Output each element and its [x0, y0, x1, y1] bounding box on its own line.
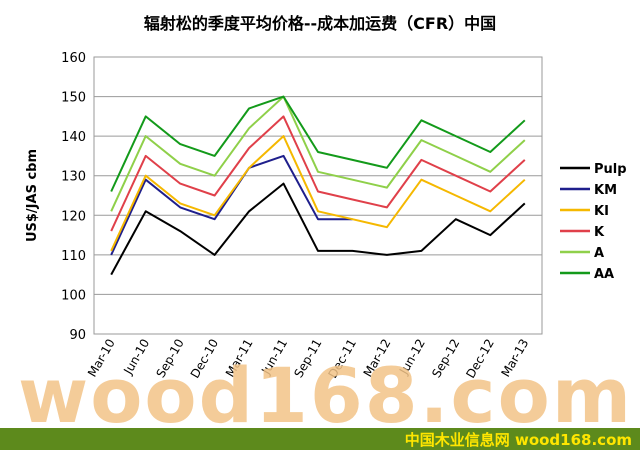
series-line-k [110, 115, 526, 232]
footer-bar: 中国木业信息网 wood168.com [0, 428, 640, 450]
y-axis-ticks: 90 100 110 120 130 140 150 160 [61, 51, 86, 343]
series-lines [110, 95, 526, 276]
y-tick-label: 110 [61, 249, 86, 264]
legend-label-aa: AA [594, 267, 614, 282]
plot-area [93, 56, 543, 335]
y-tick-label: 120 [61, 209, 86, 224]
gridlines [94, 56, 542, 335]
y-tick-label: 140 [61, 130, 86, 145]
y-tick-label: 100 [61, 288, 86, 303]
legend-label-km: KM [594, 183, 617, 198]
y-tick-label: 160 [61, 51, 86, 66]
watermark: wood168.com [18, 351, 634, 440]
series-line-ki [110, 135, 526, 252]
legend-label-a: A [594, 246, 604, 261]
series-line-aa [110, 95, 526, 192]
legend-label-k: K [594, 225, 605, 240]
chart-title: 辐射松的季度平均价格--成本加运费（CFR）中国 [143, 14, 497, 33]
y-axis-label: US$/JAS cbm [25, 149, 40, 242]
series-line-pulp [110, 182, 526, 276]
legend-label-pulp: Pulp [594, 162, 627, 177]
legend-label-ki: KI [594, 204, 609, 219]
y-tick-label: 90 [69, 328, 86, 343]
series-line-km [110, 154, 353, 256]
y-tick-label: 150 [61, 91, 86, 106]
series-line-a [110, 95, 526, 212]
y-tick-label: 130 [61, 170, 86, 185]
footer-text: 中国木业信息网 wood168.com [404, 431, 632, 449]
